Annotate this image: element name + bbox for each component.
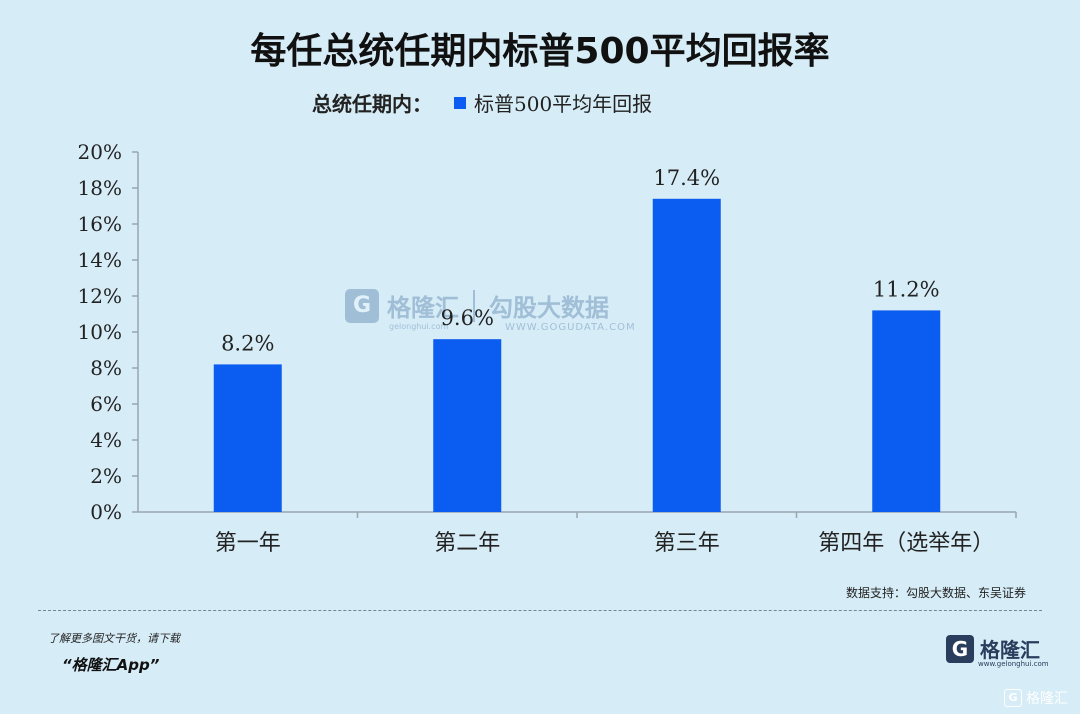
bar	[652, 198, 721, 513]
data-label: 17.4%	[653, 166, 720, 190]
watermark: G 格隆汇 勾股大数据 gelonghui.com WWW.GOGUDATA.C…	[345, 288, 635, 333]
data-label: 8.2%	[221, 331, 274, 355]
y-tick-label: 20%	[78, 140, 122, 164]
footer-note: 了解更多图文干货，请下载	[48, 632, 180, 645]
y-tick-label: 8%	[90, 356, 122, 380]
y-tick-label: 0%	[90, 500, 122, 524]
x-tick-label: 第四年（选举年）	[818, 531, 994, 556]
watermark-brand2-sub: WWW.GOGUDATA.COM	[505, 322, 636, 333]
watermark-brand2: 勾股大数据	[489, 294, 609, 322]
y-tick-label: 6%	[90, 392, 122, 416]
legend-prefix: 总统任期内：	[312, 92, 432, 116]
bar	[872, 310, 941, 512]
y-tick-label: 18%	[78, 176, 122, 200]
data-label: 9.6%	[441, 306, 494, 330]
data-label: 11.2%	[873, 277, 940, 301]
watermark-separator	[473, 289, 475, 322]
watermark-logo-icon: G	[345, 288, 379, 323]
y-tick-label: 2%	[90, 464, 122, 488]
bar	[433, 339, 502, 512]
corner-logo: G 格隆汇	[1004, 688, 1068, 708]
brand-logo-sub: www.gelonghui.com	[978, 660, 1049, 668]
legend-swatch	[454, 96, 466, 109]
brand-logo-icon: G	[946, 634, 974, 663]
divider	[38, 610, 1042, 611]
watermark-brand: 格隆汇	[387, 294, 459, 322]
x-tick-label: 第一年	[215, 531, 281, 556]
brand-logo: G 格隆汇	[946, 634, 1040, 663]
bar	[213, 364, 282, 512]
source-note: 数据支持：勾股大数据、东吴证券	[845, 586, 1026, 600]
brand-logo-text: 格隆汇	[980, 638, 1040, 662]
chart-title: 每任总统任期内标普500平均回报率	[250, 31, 830, 72]
y-tick-label: 4%	[90, 428, 122, 452]
y-tick-label: 14%	[78, 248, 122, 272]
x-tick-label: 第二年	[434, 531, 500, 556]
y-tick-label: 10%	[78, 320, 122, 344]
corner-logo-text: 格隆汇	[1026, 691, 1068, 707]
footer-app-name: “格隆汇App”	[62, 656, 160, 674]
legend-series-label: 标普500平均年回报	[474, 92, 653, 116]
watermark-brand-sub: gelonghui.com	[389, 322, 449, 331]
x-tick-label: 第三年	[654, 531, 720, 556]
corner-logo-icon: G	[1004, 689, 1022, 707]
y-tick-label: 12%	[78, 284, 122, 308]
legend: 总统任期内： 标普500平均年回报	[312, 88, 652, 117]
y-tick-label: 16%	[78, 212, 122, 236]
